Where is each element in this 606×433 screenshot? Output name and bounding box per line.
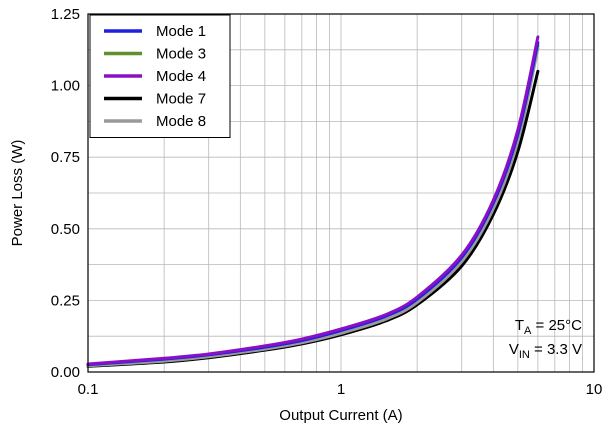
y-tick-label: 1.25 xyxy=(51,6,80,23)
y-tick-label: 1.00 xyxy=(51,78,80,95)
series-line-mode-8 xyxy=(86,46,540,368)
x-tick-label: 10 xyxy=(586,381,603,398)
legend-label: Mode 3 xyxy=(156,46,206,63)
y-tick-label: 0.25 xyxy=(51,292,80,309)
y-tick-label: 0.75 xyxy=(51,149,80,166)
y-tick-label: 0.50 xyxy=(51,221,80,238)
input-voltage-annotation: VIN = 3.3 V xyxy=(509,341,582,361)
legend-label: Mode 4 xyxy=(156,68,206,85)
voltage-subscript: IN xyxy=(519,349,530,361)
y-axis-title: Power Loss (W) xyxy=(9,140,26,247)
legend-label: Mode 7 xyxy=(156,91,206,108)
plot-area-frame xyxy=(87,13,595,373)
series-line-mode-4 xyxy=(86,35,540,366)
legend-label: Mode 1 xyxy=(156,23,206,40)
series-lines xyxy=(86,35,540,368)
y-tick-label: 0.00 xyxy=(51,364,80,381)
x-tick-label: 0.1 xyxy=(78,381,99,398)
y-tick-labels: 0.00 0.25 0.50 0.75 1.00 1.25 xyxy=(51,6,80,381)
x-axis-title: Output Current (A) xyxy=(279,407,402,424)
temperature-value: = 25°C xyxy=(531,317,582,334)
temperature-subscript: A xyxy=(524,325,532,337)
voltage-value: = 3.3 V xyxy=(530,341,582,358)
temperature-symbol: T xyxy=(515,317,524,334)
temperature-annotation: TA = 25°C xyxy=(515,317,582,337)
conditions-annotation: TA = 25°C VIN = 3.3 V xyxy=(509,317,582,361)
legend: Mode 1 Mode 3 Mode 4 Mode 7 Mode 8 xyxy=(89,14,231,138)
legend-label: Mode 8 xyxy=(156,113,206,130)
voltage-symbol: V xyxy=(509,341,519,358)
x-tick-label: 1 xyxy=(337,381,345,398)
x-tick-labels: 0.1 1 10 xyxy=(78,381,603,398)
